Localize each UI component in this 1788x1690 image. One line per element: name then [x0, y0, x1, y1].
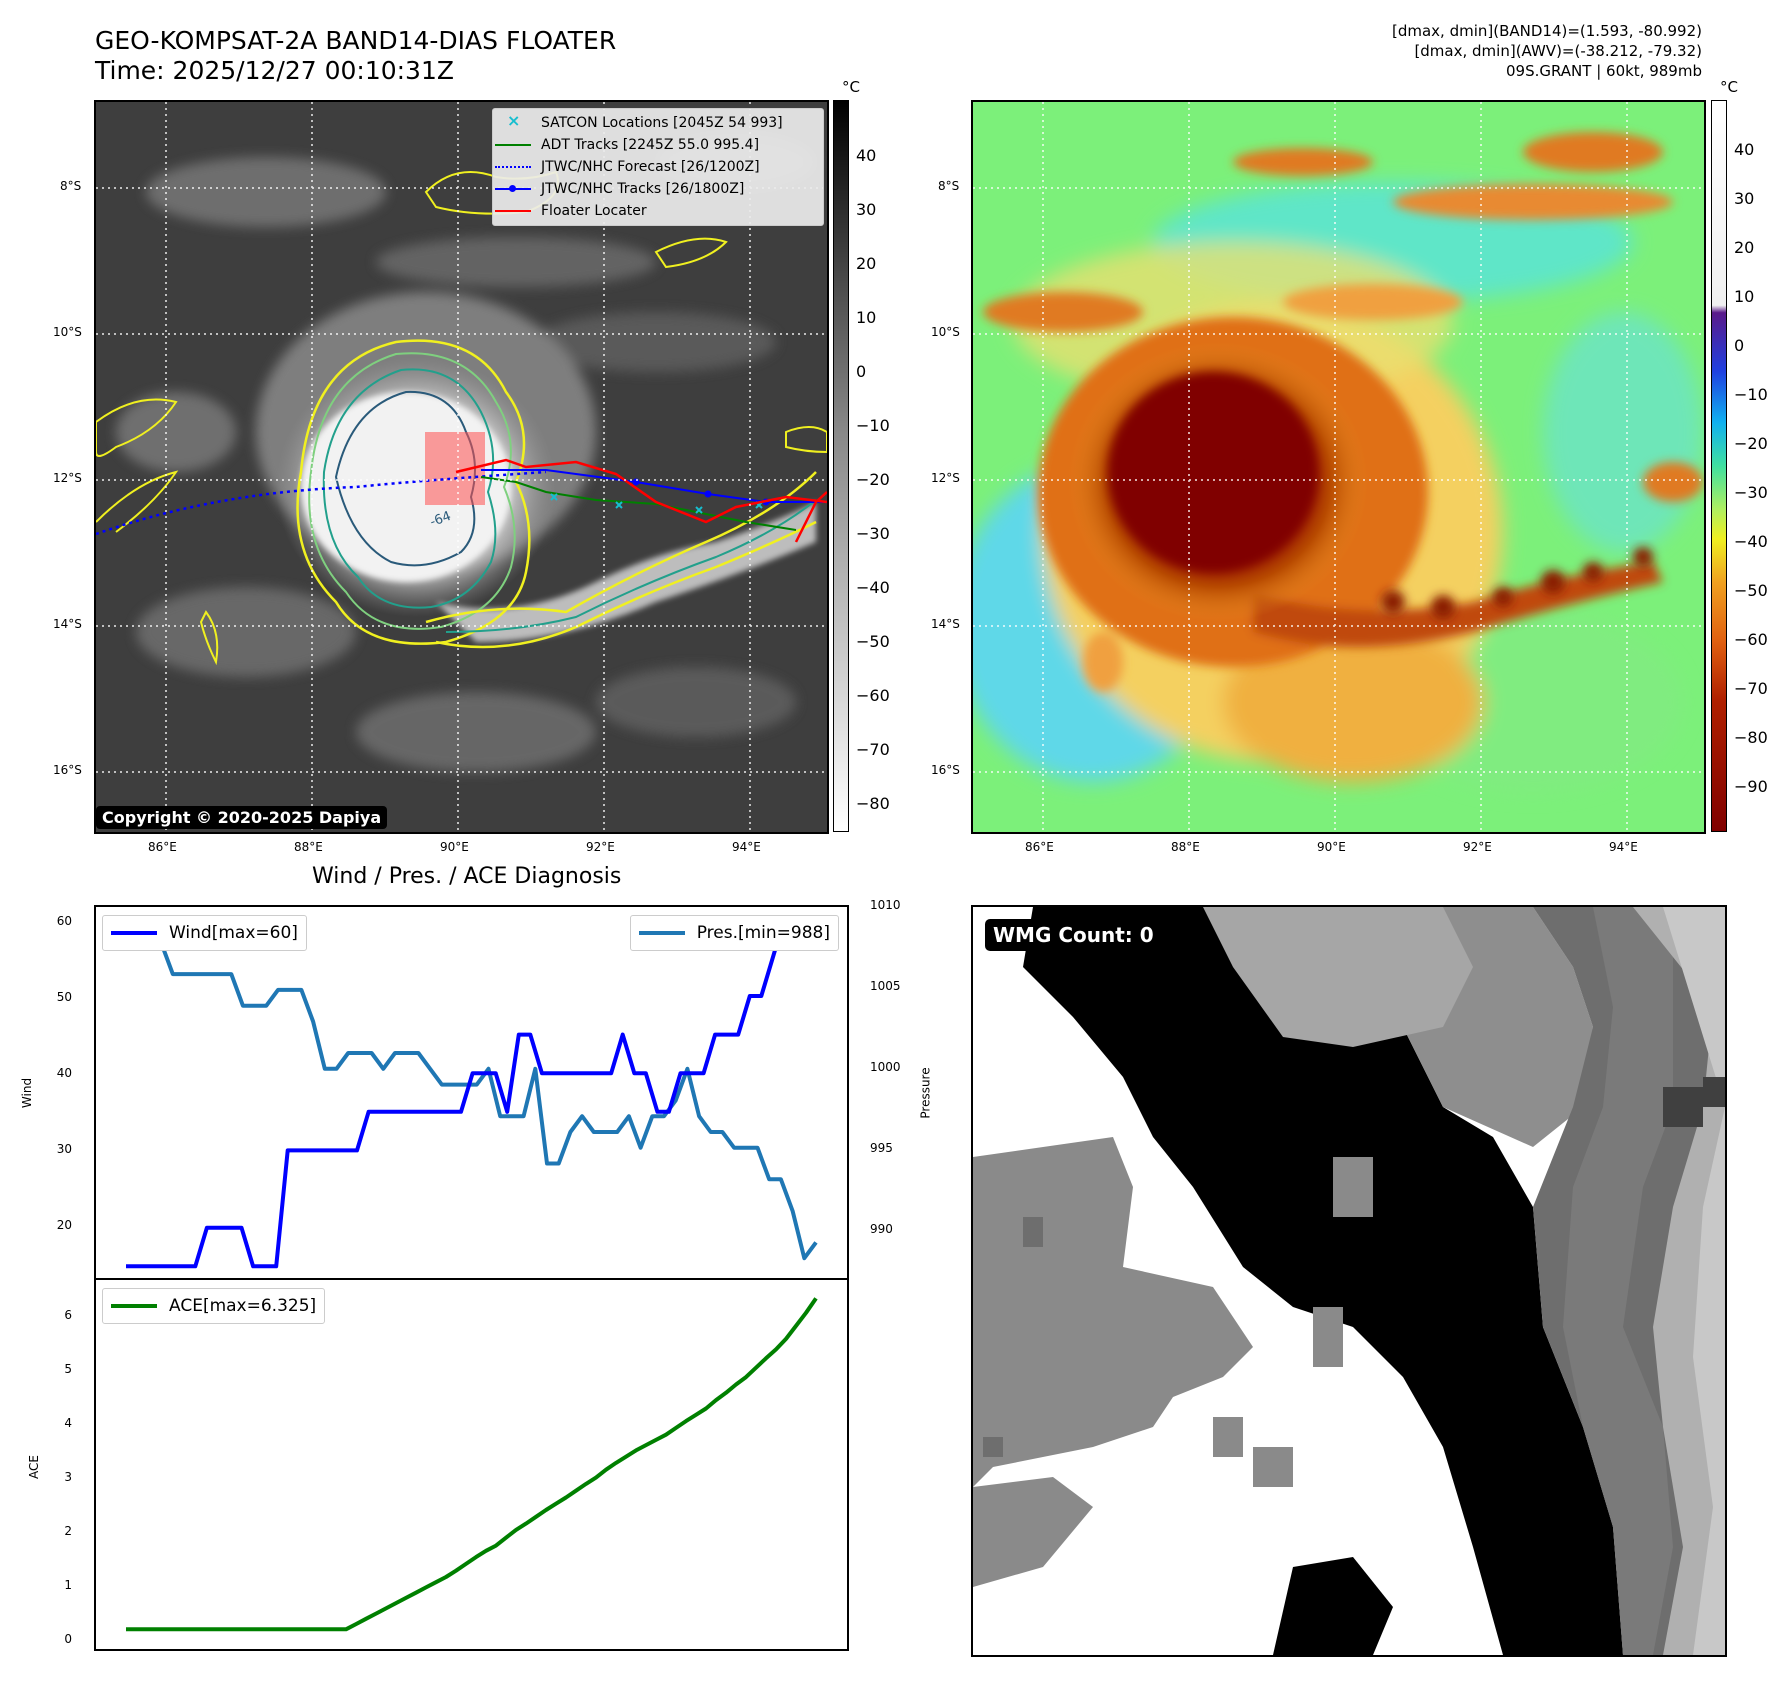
awv-lon-tick: 94°E — [1609, 840, 1638, 854]
awv-cb-tick: −90 — [1734, 777, 1768, 796]
awv-lat-tick: 12°S — [931, 471, 960, 485]
awv-cb-tick: 40 — [1734, 140, 1755, 159]
info-awv: [dmax, dmin](AWV)=(-38.212, -79.32) — [1414, 42, 1702, 60]
ace-axis-label: ACE — [26, 1455, 41, 1479]
ir-cb-tick: −40 — [856, 578, 890, 597]
ace-tick: 6 — [64, 1308, 72, 1322]
ace-svg — [126, 1297, 818, 1632]
ir-lon-tick: 92°E — [586, 840, 615, 854]
legend-floater: Floater Locater — [493, 201, 647, 221]
ace-tick: 4 — [64, 1416, 72, 1430]
info-band14: [dmax, dmin](BAND14)=(1.593, -80.992) — [1391, 22, 1702, 40]
wind-tick: 40 — [56, 1066, 72, 1080]
awv-lon-tick: 90°E — [1317, 840, 1346, 854]
ir-cb-tick: −10 — [856, 416, 890, 435]
ir-lon-tick: 90°E — [440, 840, 469, 854]
ir-lat-tick: 16°S — [53, 763, 82, 777]
ir-cb-tick: 40 — [856, 146, 877, 165]
awv-lat-tick: 16°S — [931, 763, 960, 777]
pressure-tick: 1010 — [870, 898, 901, 912]
awv-cb-tick: −70 — [1734, 679, 1768, 698]
awv-colorbar — [1711, 100, 1727, 832]
wind-pressure-plot: Wind[max=60] Pres.[min=988] — [94, 905, 849, 1280]
ir-legend: × SATCON Locations [2045Z 54 993] ADT Tr… — [492, 108, 824, 226]
legend-satcon: × SATCON Locations [2045Z 54 993] — [507, 111, 783, 131]
awv-colorbar-unit: °C — [1720, 78, 1738, 96]
awv-cb-tick: −80 — [1734, 728, 1768, 747]
ir-cb-tick: 10 — [856, 308, 877, 327]
awv-lon-tick: 86°E — [1025, 840, 1054, 854]
pressure-axis-label: Pressure — [918, 1067, 933, 1119]
pressure-series-line — [126, 940, 818, 1261]
pressure-tick: 1000 — [870, 1060, 901, 1074]
wind-tick: 50 — [56, 990, 72, 1004]
ir-cb-tick: 0 — [856, 362, 867, 381]
ace-tick: 2 — [64, 1524, 72, 1538]
ir-lon-tick: 88°E — [294, 840, 323, 854]
ir-cb-tick: −60 — [856, 686, 890, 705]
awv-cb-tick: 0 — [1734, 336, 1745, 355]
info-storm: 09S.GRANT | 60kt, 989mb — [1505, 62, 1702, 80]
wind-pressure-svg — [126, 916, 818, 1269]
ir-lat-tick: 8°S — [60, 179, 82, 193]
awv-cb-tick: −60 — [1734, 630, 1768, 649]
ir-lat-tick: 14°S — [53, 617, 82, 631]
legend-adt: ADT Tracks [2245Z 55.0 995.4] — [493, 135, 759, 155]
awv-lat-tick: 14°S — [931, 617, 960, 631]
ir-cb-tick: 20 — [856, 254, 877, 273]
ace-legend: ACE[max=6.325] — [102, 1288, 326, 1324]
ace-tick: 5 — [64, 1362, 72, 1376]
awv-image-panel — [971, 100, 1706, 834]
ir-cb-tick: −50 — [856, 632, 890, 651]
ir-cb-tick: 30 — [856, 200, 877, 219]
pressure-legend: Pres.[min=988] — [629, 915, 839, 951]
ir-cb-tick: −20 — [856, 470, 890, 489]
ace-tick: 0 — [64, 1632, 72, 1646]
diagnosis-title: Wind / Pres. / ACE Diagnosis — [312, 864, 622, 889]
ir-lon-tick: 86°E — [148, 840, 177, 854]
awv-lon-tick: 88°E — [1171, 840, 1200, 854]
awv-cb-tick: 20 — [1734, 238, 1755, 257]
pressure-tick: 990 — [870, 1222, 893, 1236]
awv-lon-tick: 92°E — [1463, 840, 1492, 854]
wind-legend: Wind[max=60] — [102, 915, 307, 951]
wind-tick: 30 — [56, 1142, 72, 1156]
awv-cb-tick: 10 — [1734, 287, 1755, 306]
awv-lat-tick: 8°S — [938, 179, 960, 193]
wmg-image-panel: WMG Count: 0 — [971, 905, 1727, 1657]
ir-cb-tick: −80 — [856, 794, 890, 813]
ir-lon-tick: 94°E — [732, 840, 761, 854]
wind-axis-label: Wind — [20, 1077, 35, 1109]
legend-jtwc-forecast: JTWC/NHC Forecast [26/1200Z] — [493, 157, 760, 177]
wind-series-line — [126, 916, 796, 1269]
ace-plot: ACE[max=6.325] — [94, 1278, 849, 1651]
ace-series-line — [126, 1297, 818, 1632]
wmg-count-badge: WMG Count: 0 — [985, 919, 1162, 951]
wind-tick: 20 — [56, 1218, 72, 1232]
ace-tick: 3 — [64, 1470, 72, 1484]
awv-cb-tick: −50 — [1734, 581, 1768, 600]
awv-lat-tick: 10°S — [931, 325, 960, 339]
ir-lat-tick: 12°S — [53, 471, 82, 485]
ir-colorbar — [833, 100, 849, 832]
ir-colorbar-unit: °C — [842, 78, 860, 96]
awv-cb-tick: −30 — [1734, 483, 1768, 502]
ir-cb-tick: −70 — [856, 740, 890, 759]
wind-tick: 60 — [56, 914, 72, 928]
ace-tick: 1 — [64, 1578, 72, 1592]
pressure-tick: 1005 — [870, 979, 901, 993]
awv-cb-tick: −10 — [1734, 385, 1768, 404]
awv-cb-tick: 30 — [1734, 189, 1755, 208]
legend-jtwc-tracks: JTWC/NHC Tracks [26/1800Z] — [493, 179, 744, 199]
pressure-tick: 995 — [870, 1141, 893, 1155]
ir-lat-tick: 10°S — [53, 325, 82, 339]
copyright-badge: Copyright © 2020-2025 Dapiya — [96, 806, 388, 829]
awv-cb-tick: −20 — [1734, 434, 1768, 453]
figure-title: GEO-KOMPSAT-2A BAND14-DIAS FLOATER — [95, 26, 617, 55]
ir-image-panel: -64 × SATCON Locations [2045Z 54 993] AD… — [94, 100, 829, 834]
figure-time: Time: 2025/12/27 00:10:31Z — [95, 56, 454, 85]
awv-cb-tick: −40 — [1734, 532, 1768, 551]
ir-cb-tick: −30 — [856, 524, 890, 543]
